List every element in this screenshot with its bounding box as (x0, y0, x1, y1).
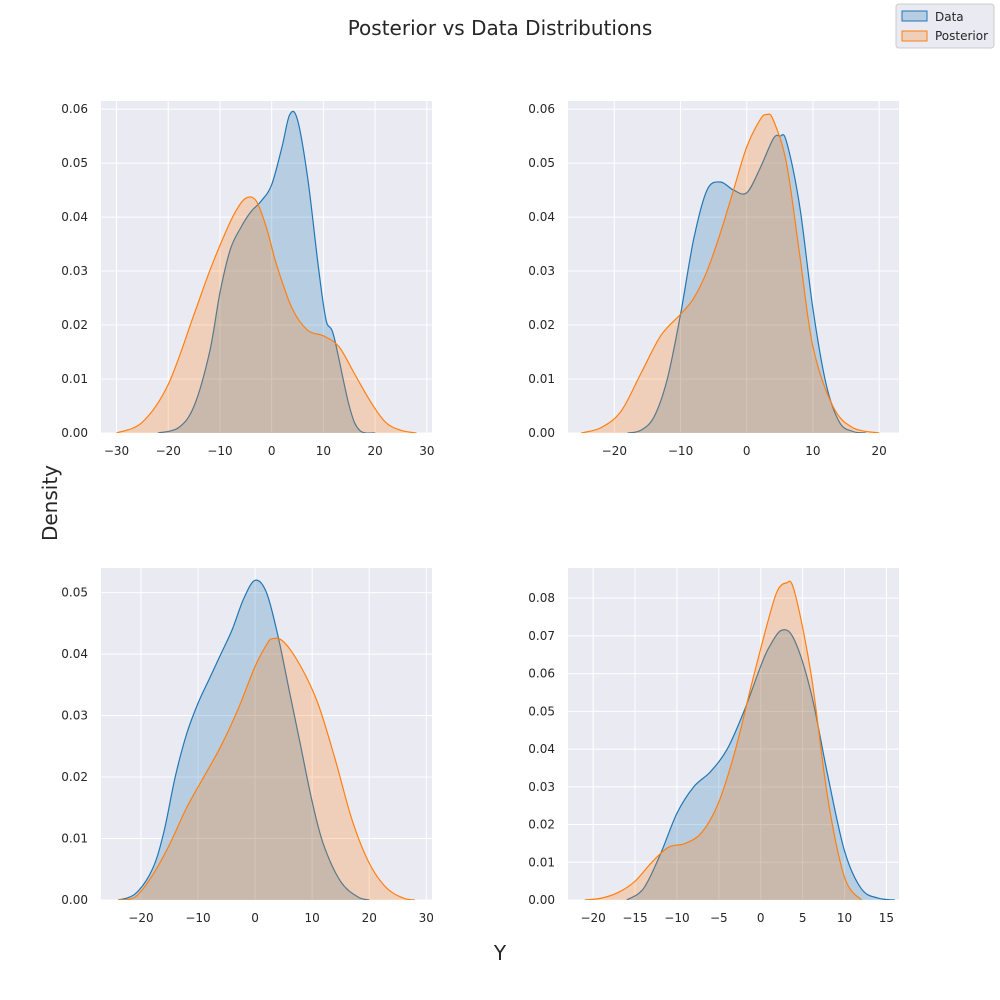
figure-x-label: Y (493, 941, 507, 965)
x-tick-label: 15 (879, 911, 894, 925)
x-tick-label: 0 (268, 444, 276, 458)
y-tick-label: 0.03 (61, 709, 88, 723)
y-tick-label: 0.01 (61, 832, 88, 846)
x-tick-label: −10 (664, 911, 689, 925)
figure-title: Posterior vs Data Distributions (348, 16, 653, 40)
y-tick-label: 0.03 (528, 780, 555, 794)
density-line-data (627, 133, 866, 433)
x-tick-label: −20 (156, 444, 181, 458)
y-tick-label: 0.05 (61, 586, 88, 600)
series-group (116, 110, 417, 433)
figure-y-label: Density (38, 465, 62, 541)
y-tick-label: 0.01 (528, 372, 555, 386)
x-tick-label: −10 (668, 444, 693, 458)
x-tick-label: 0 (757, 911, 765, 925)
legend: Data Posterior (895, 3, 995, 49)
y-tick-label: 0.03 (61, 264, 88, 278)
plot-area (568, 568, 899, 900)
density-line-posterior (116, 196, 417, 433)
y-tick-label: 0.05 (61, 156, 88, 170)
x-tick-label: 0 (743, 444, 751, 458)
plot-area (101, 568, 432, 900)
x-tick-label: 20 (871, 444, 886, 458)
density-line-data (626, 629, 895, 900)
x-tick-label: 10 (316, 444, 331, 458)
x-tick-label: 0 (251, 911, 259, 925)
subplot-3: −20 −10 0 10 20 30 0.00 0.01 0.02 0.03 0.04 0.05 (61, 568, 434, 925)
legend-swatch-posterior (901, 30, 928, 42)
x-tick-label: 10 (805, 444, 820, 458)
y-tick-label: 0.00 (61, 426, 88, 440)
legend-label-posterior: Posterior (935, 29, 988, 43)
legend-swatch-data (901, 10, 928, 22)
density-area-posterior (116, 196, 417, 433)
y-tick-label: 0.02 (61, 318, 88, 332)
density-area-posterior (118, 638, 415, 900)
x-tick-label: −30 (104, 444, 129, 458)
density-line-data (157, 110, 376, 433)
y-tick-label: 0.07 (528, 629, 555, 643)
plot-area (568, 101, 899, 433)
y-tick-label: 0.00 (528, 426, 555, 440)
y-tick-label: 0.05 (528, 156, 555, 170)
x-tick-label: 30 (419, 911, 434, 925)
plot-area (101, 101, 432, 433)
legend-label-data: Data (935, 10, 964, 24)
y-tick-label: 0.01 (61, 372, 88, 386)
density-line-posterior (118, 637, 415, 900)
x-tick-label: −20 (602, 444, 627, 458)
series-group (581, 113, 880, 433)
density-area-posterior (581, 114, 880, 433)
series-group (117, 579, 415, 900)
density-area-data (157, 111, 376, 433)
y-tick-label: 0.04 (528, 742, 555, 756)
y-tick-label: 0.02 (528, 318, 555, 332)
x-tick-label: −20 (580, 911, 605, 925)
y-tick-label: 0.06 (528, 102, 555, 116)
subplot-4: −20 −15 −10 −5 0 5 10 15 0.00 0.01 0.02 0.03 0.04 0.0… (528, 568, 899, 925)
y-tick-label: 0.01 (528, 855, 555, 869)
series-group (584, 580, 895, 900)
y-tick-label: 0.03 (528, 264, 555, 278)
y-tick-label: 0.02 (61, 770, 88, 784)
subplots: −30 −20 −10 0 10 20 30 0.00 0.01 0.02 0.03 0.04 0.05… (61, 101, 899, 925)
legend-box (895, 3, 995, 49)
x-tick-label: 30 (419, 444, 434, 458)
y-tick-label: 0.00 (528, 893, 555, 907)
density-line-posterior (581, 113, 880, 433)
x-tick-label: 20 (367, 444, 382, 458)
y-tick-label: 0.04 (528, 210, 555, 224)
y-tick-label: 0.06 (61, 102, 88, 116)
y-tick-label: 0.00 (61, 893, 88, 907)
x-tick-label: 5 (799, 911, 807, 925)
y-tick-label: 0.04 (61, 210, 88, 224)
density-line-posterior (584, 580, 862, 900)
y-tick-label: 0.05 (528, 704, 555, 718)
density-line-data (117, 579, 370, 900)
density-area-data (627, 134, 866, 433)
x-tick-label: 20 (362, 911, 377, 925)
x-tick-label: −15 (622, 911, 647, 925)
x-tick-label: −20 (128, 911, 153, 925)
x-tick-label: 10 (305, 911, 320, 925)
density-area-data (626, 629, 895, 900)
y-tick-label: 0.06 (528, 667, 555, 681)
x-tick-label: −10 (185, 911, 210, 925)
y-tick-label: 0.04 (61, 647, 88, 661)
density-area-posterior (584, 581, 862, 900)
y-tick-label: 0.08 (528, 591, 555, 605)
subplot-1: −30 −20 −10 0 10 20 30 0.00 0.01 0.02 0.03 0.04 0.05… (61, 101, 434, 458)
x-tick-label: 10 (837, 911, 852, 925)
x-tick-label: −10 (207, 444, 232, 458)
x-tick-label: −5 (710, 911, 728, 925)
subplot-2: −20 −10 0 10 20 0.00 0.01 0.02 0.03 0.04 0.05 0.06 (528, 101, 899, 458)
y-tick-label: 0.02 (528, 818, 555, 832)
